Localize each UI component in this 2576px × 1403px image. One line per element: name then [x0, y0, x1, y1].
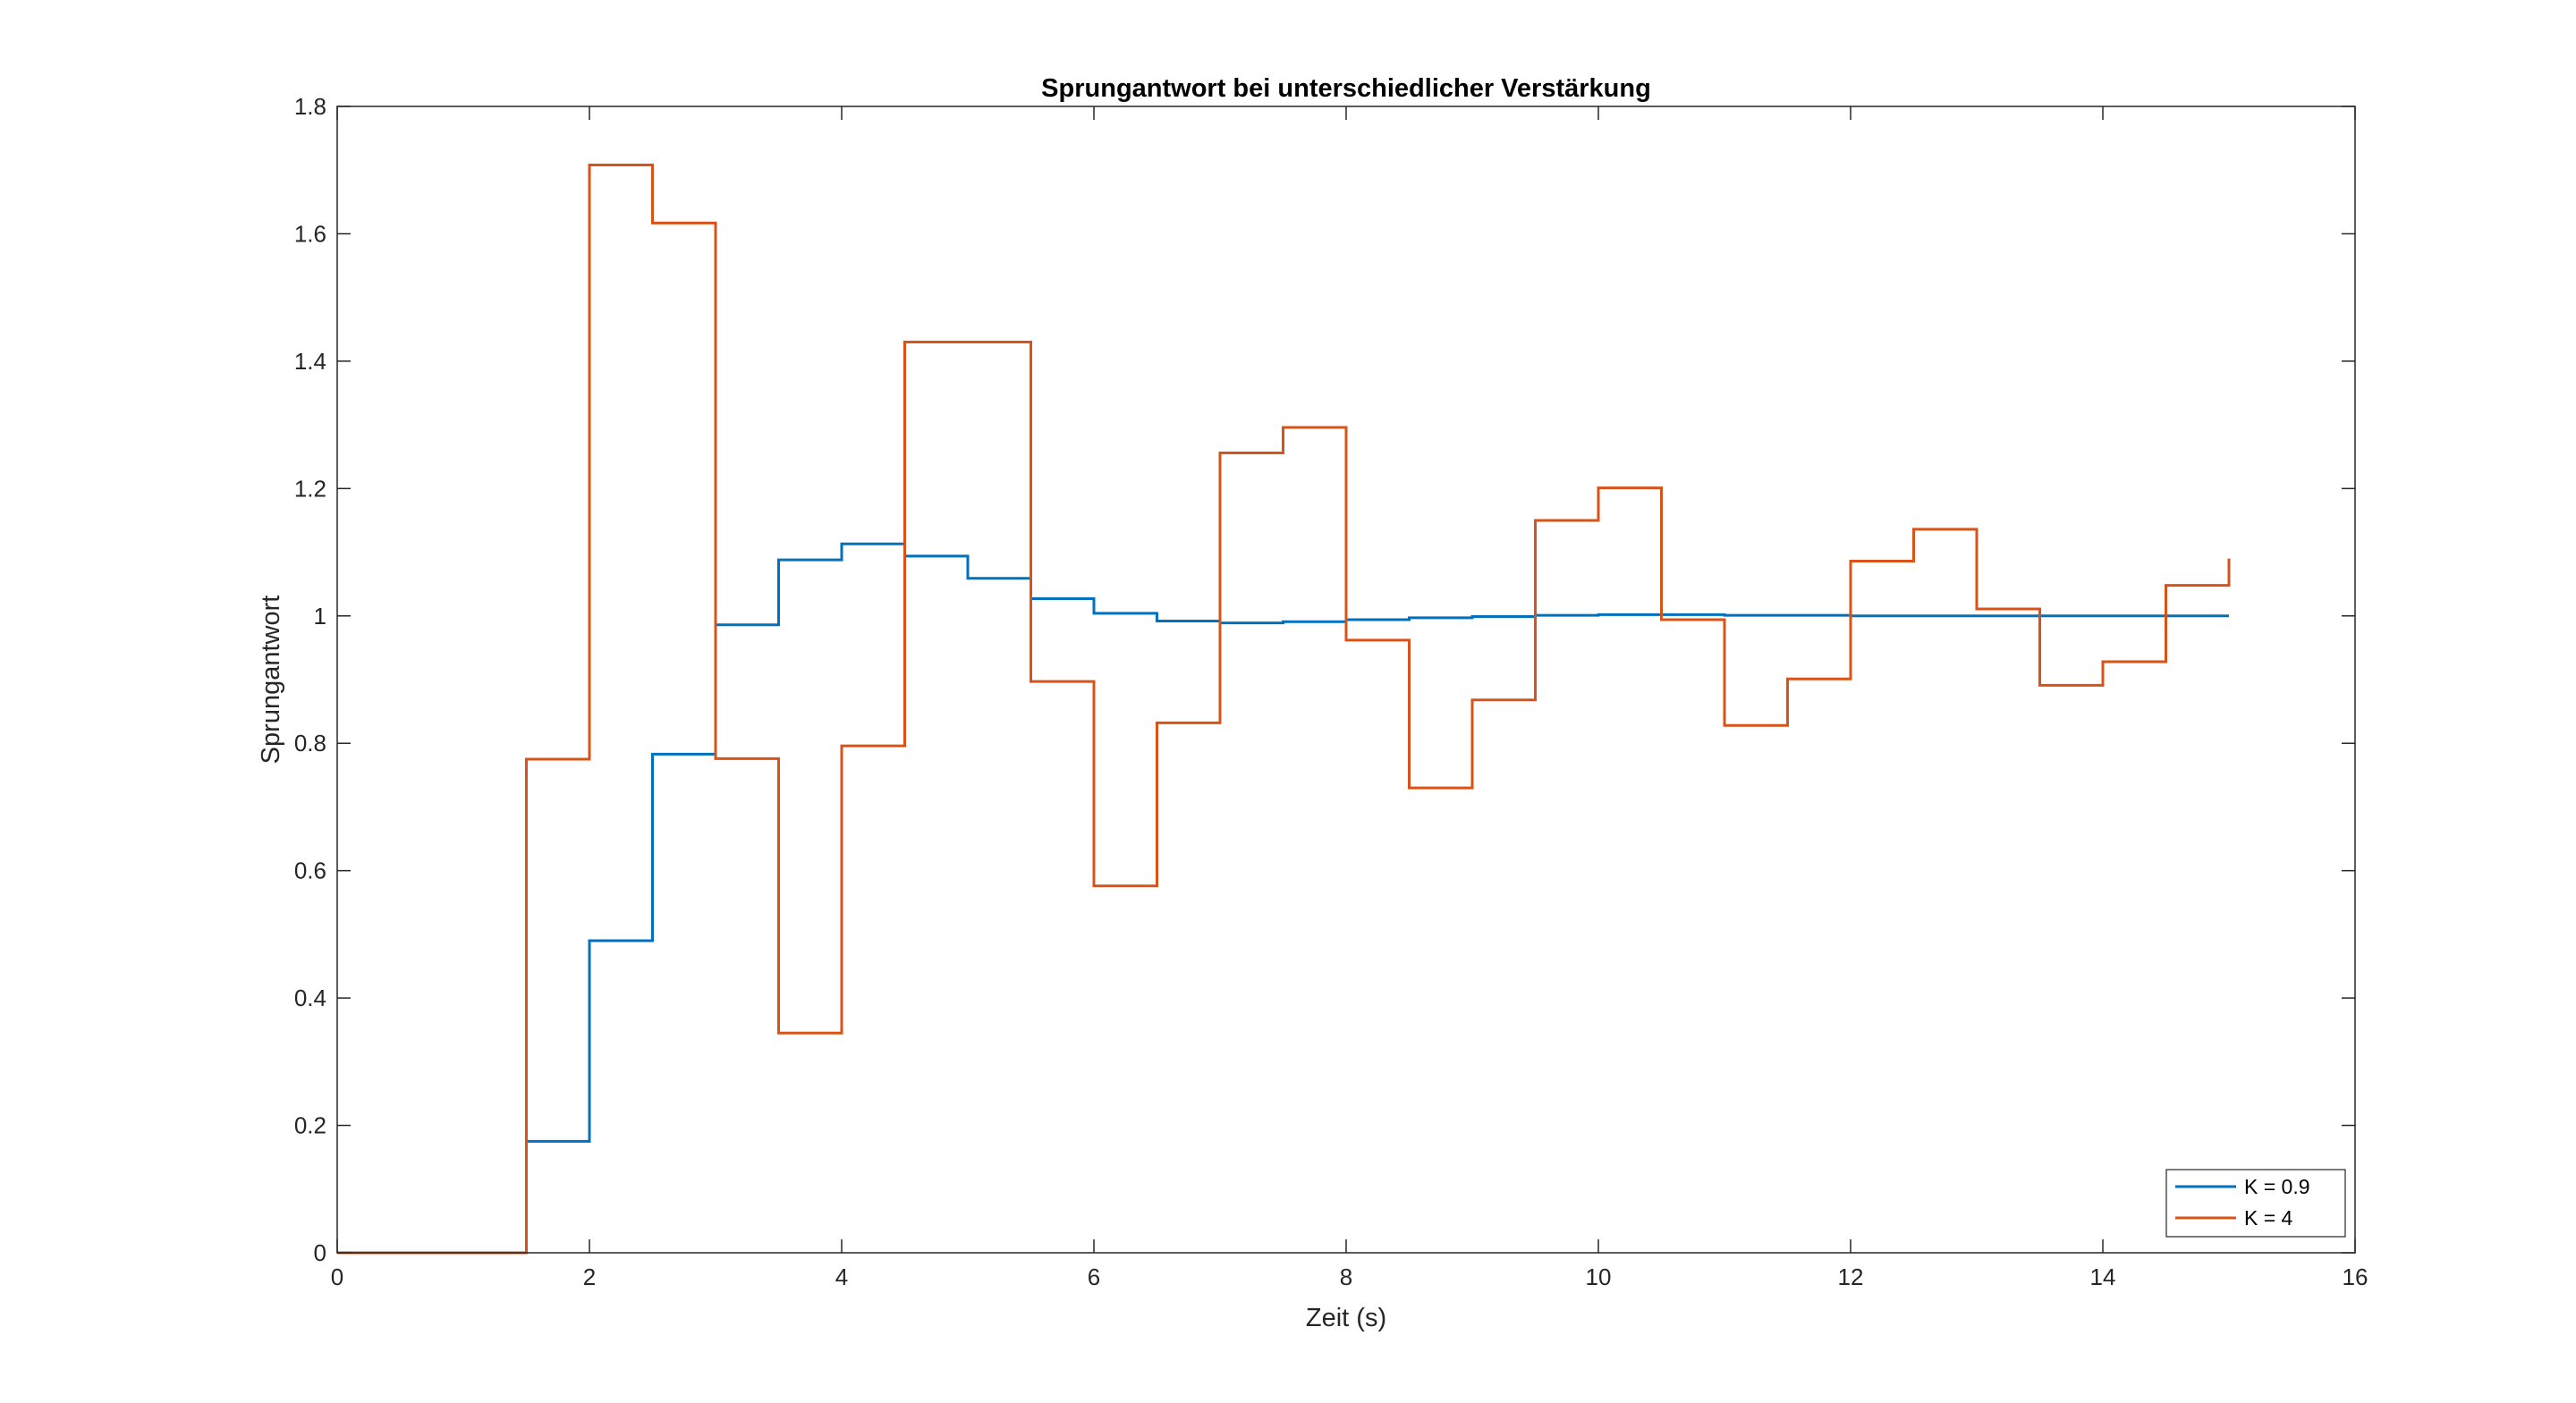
plot-area [337, 106, 2355, 1253]
y-tick-label: 1.8 [294, 93, 326, 120]
y-tick-label: 1.4 [294, 348, 326, 375]
x-tick-label: 14 [2090, 1264, 2116, 1290]
tick-layer: 0 2 4 6 8 10 12 14 16 0 0.2 0.4 0.6 0.8 1 1.2 1.4 1.6 1.8 [294, 93, 2368, 1290]
legend-label-k-0-9: K = 0.9 [2244, 1175, 2310, 1198]
y-tick-label: 0 [314, 1239, 326, 1266]
x-tick-label: 16 [2343, 1264, 2368, 1290]
x-tick-label: 12 [1838, 1264, 1864, 1290]
x-axis-label: Zeit (s) [1306, 1304, 1386, 1332]
legend-label-k-4: K = 4 [2244, 1206, 2293, 1230]
series-layer [337, 164, 2231, 1255]
y-tick-label: 1.6 [294, 220, 326, 247]
y-tick-label: 1 [314, 603, 326, 630]
y-tick-label: 1.2 [294, 475, 326, 502]
y-tick-label: 0.4 [294, 985, 326, 1011]
x-tick-label: 10 [1586, 1264, 1612, 1290]
x-tick-label: 6 [1088, 1264, 1100, 1290]
y-tick-label: 0.6 [294, 858, 326, 884]
y-tick-label: 0.8 [294, 730, 326, 756]
x-tick-label: 0 [331, 1264, 343, 1290]
legend: K = 0.9 K = 4 [2165, 1169, 2346, 1238]
chart-title: Sprungantwort bei unterschiedlicher Vers… [1041, 74, 1651, 103]
series-line-k-4 [337, 164, 2231, 1255]
x-tick-label: 2 [583, 1264, 596, 1290]
x-tick-label: 4 [835, 1264, 848, 1290]
y-axis-label: Sprungantwort [257, 596, 285, 765]
y-tick-label: 0.2 [294, 1112, 326, 1139]
x-tick-label: 8 [1340, 1264, 1352, 1290]
legend-box [2165, 1169, 2346, 1238]
